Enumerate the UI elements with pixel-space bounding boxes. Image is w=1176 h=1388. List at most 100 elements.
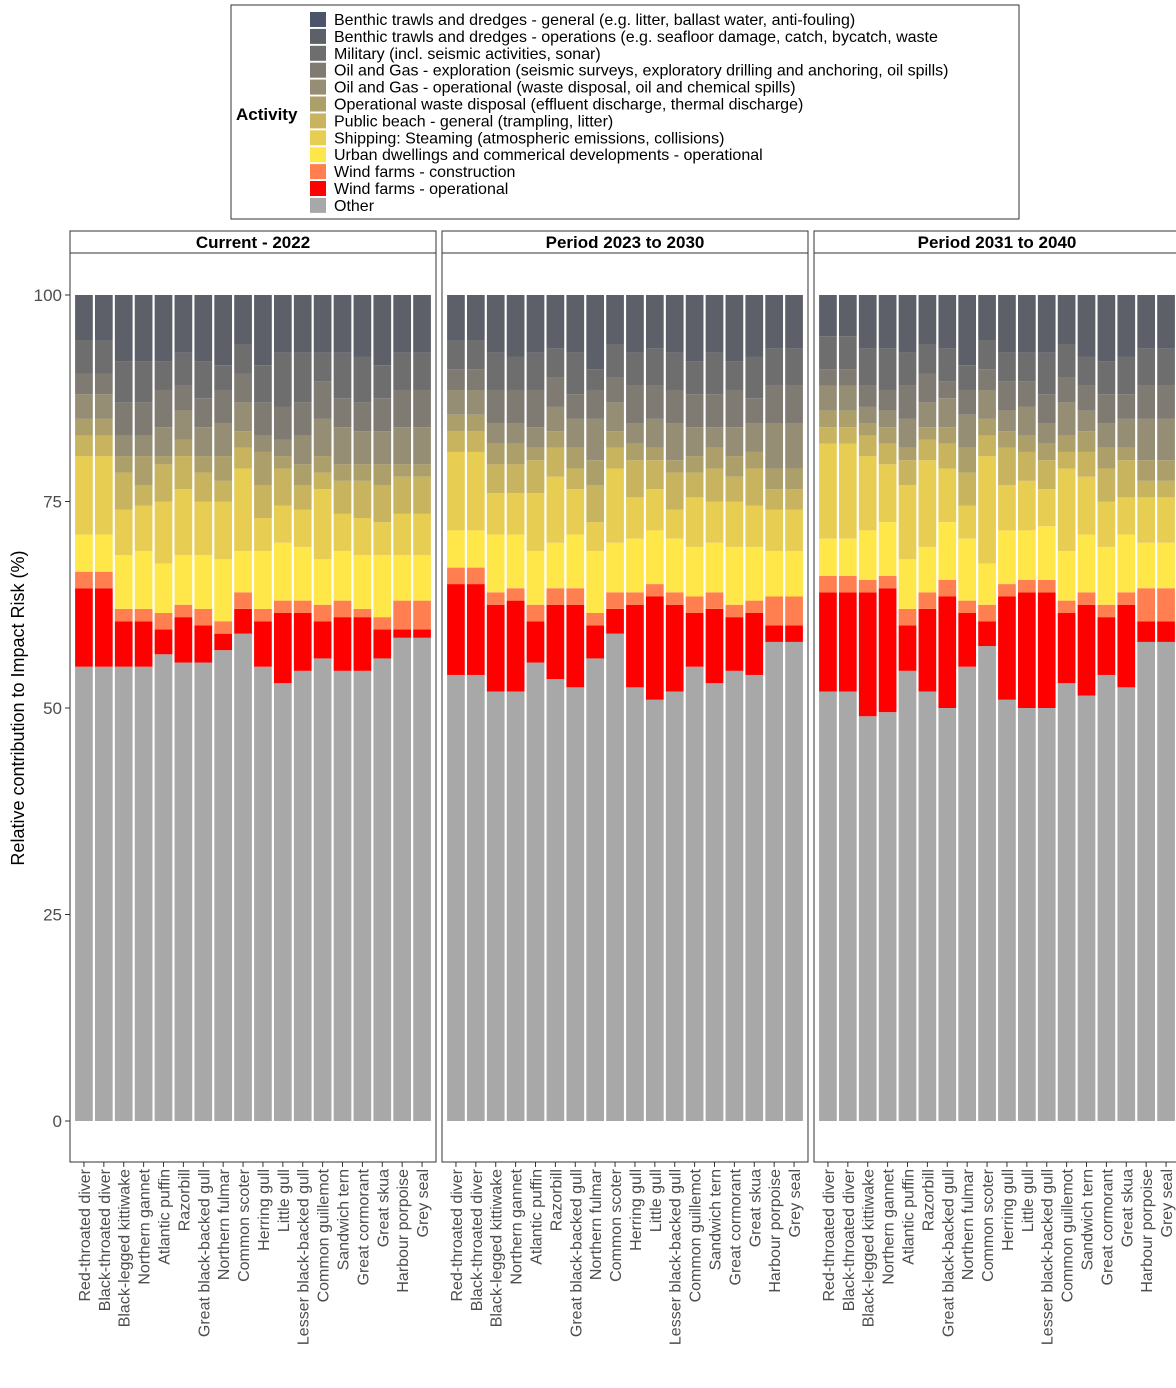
bar-segment xyxy=(174,489,193,556)
bar-segment xyxy=(373,522,392,556)
legend-swatch xyxy=(310,45,326,61)
bar-segment xyxy=(313,295,332,353)
bar-segment xyxy=(234,447,252,469)
bar-segment xyxy=(918,402,937,428)
legend-label: Wind farms - construction xyxy=(334,164,515,181)
bar-segment xyxy=(586,613,605,626)
bar-segment xyxy=(606,633,624,1121)
bar-segment xyxy=(506,464,525,494)
bar-segment xyxy=(333,513,352,552)
bar-segment xyxy=(393,513,412,556)
bar-segment xyxy=(254,608,272,622)
bar-segment xyxy=(785,489,803,510)
bar-segment xyxy=(1117,534,1136,593)
bar-segment xyxy=(174,410,193,440)
bar-segment xyxy=(75,340,93,374)
bar-segment xyxy=(114,402,133,436)
bar-segment xyxy=(645,699,664,1121)
bar-segment xyxy=(393,389,412,428)
bar-segment xyxy=(1137,480,1156,498)
facet-title: Period 2031 to 2040 xyxy=(918,233,1077,252)
y-tick-label: 50 xyxy=(43,699,62,718)
bar-segment xyxy=(685,361,704,395)
bar-segment xyxy=(373,555,392,618)
bar-segment xyxy=(586,369,605,390)
x-tick-label: Common guillemot xyxy=(316,1168,333,1302)
bar-segment xyxy=(333,398,352,428)
bar-segment xyxy=(998,699,1016,1121)
bar-segment xyxy=(1017,592,1036,708)
x-tick-label: Great black-backed gull xyxy=(568,1169,585,1337)
bar-segment xyxy=(546,348,565,378)
bar-segment xyxy=(273,352,292,407)
bar-segment xyxy=(785,551,803,597)
bar-segment xyxy=(898,559,917,609)
bar-segment xyxy=(154,456,173,465)
bar-segment xyxy=(745,423,764,452)
bar-segment xyxy=(293,352,312,403)
bar-segment xyxy=(413,629,431,638)
bar-segment xyxy=(1137,542,1156,589)
bar-segment xyxy=(918,439,937,461)
bar-segment xyxy=(75,456,93,535)
bar-segment xyxy=(254,666,272,1121)
legend-label: Oil and Gas - exploration (seismic surve… xyxy=(334,63,948,80)
bar-segment xyxy=(1017,406,1036,436)
bar-segment xyxy=(998,447,1016,485)
bar-segment xyxy=(413,600,431,630)
bar-segment xyxy=(134,295,153,362)
bar-segment xyxy=(705,295,724,353)
bar-segment xyxy=(174,555,193,605)
bar-segment xyxy=(293,670,312,1121)
x-tick-label: Lesser black-backed gull xyxy=(668,1169,685,1345)
bar-segment xyxy=(586,484,605,523)
bar-segment xyxy=(506,356,525,390)
bar-segment xyxy=(134,551,153,609)
bar-segment xyxy=(134,505,153,552)
legend-swatch xyxy=(310,147,326,163)
bar-segment xyxy=(725,670,744,1121)
bar-segment xyxy=(1097,468,1116,502)
bar-segment xyxy=(838,427,857,444)
bar-segment xyxy=(606,592,624,609)
bar-segment xyxy=(1017,708,1036,1121)
bar-segment xyxy=(273,439,292,457)
bar-segment xyxy=(194,555,213,609)
bar-segment xyxy=(94,418,113,436)
bar-segment xyxy=(725,501,744,547)
bar-segment xyxy=(393,555,412,601)
bar-segment xyxy=(958,365,977,390)
bar-segment xyxy=(353,555,372,609)
bar-segment xyxy=(586,551,605,614)
bar-segment xyxy=(506,295,525,357)
bar-segment xyxy=(194,427,213,457)
bar-segment xyxy=(1017,530,1036,580)
bar-segment xyxy=(75,394,93,419)
bar-segment xyxy=(918,691,937,1121)
bar-segment xyxy=(858,579,877,593)
bar-segment xyxy=(725,361,744,390)
bar-segment xyxy=(918,608,937,692)
bar-segment xyxy=(898,447,917,461)
bar-segment xyxy=(1157,641,1175,1121)
bar-segment xyxy=(273,468,292,506)
bar-segment xyxy=(333,600,352,618)
bar-segment xyxy=(353,464,372,481)
bar-segment xyxy=(506,600,525,692)
bar-segment xyxy=(154,629,173,655)
bar-segment xyxy=(978,340,996,370)
bar-segment xyxy=(214,423,233,457)
bar-segment xyxy=(313,489,332,560)
bar-segment xyxy=(114,295,133,362)
bar-segment xyxy=(606,608,624,634)
bar-segment xyxy=(214,650,233,1121)
bar-segment xyxy=(447,389,465,415)
bar-segment xyxy=(194,472,213,502)
bar-segment xyxy=(745,505,764,547)
bar-segment xyxy=(838,336,857,370)
bar-segment xyxy=(978,456,996,564)
bar-segment xyxy=(313,456,332,473)
bar-segment xyxy=(626,352,644,386)
bar-segment xyxy=(1077,385,1096,411)
bar-segment xyxy=(546,679,565,1121)
